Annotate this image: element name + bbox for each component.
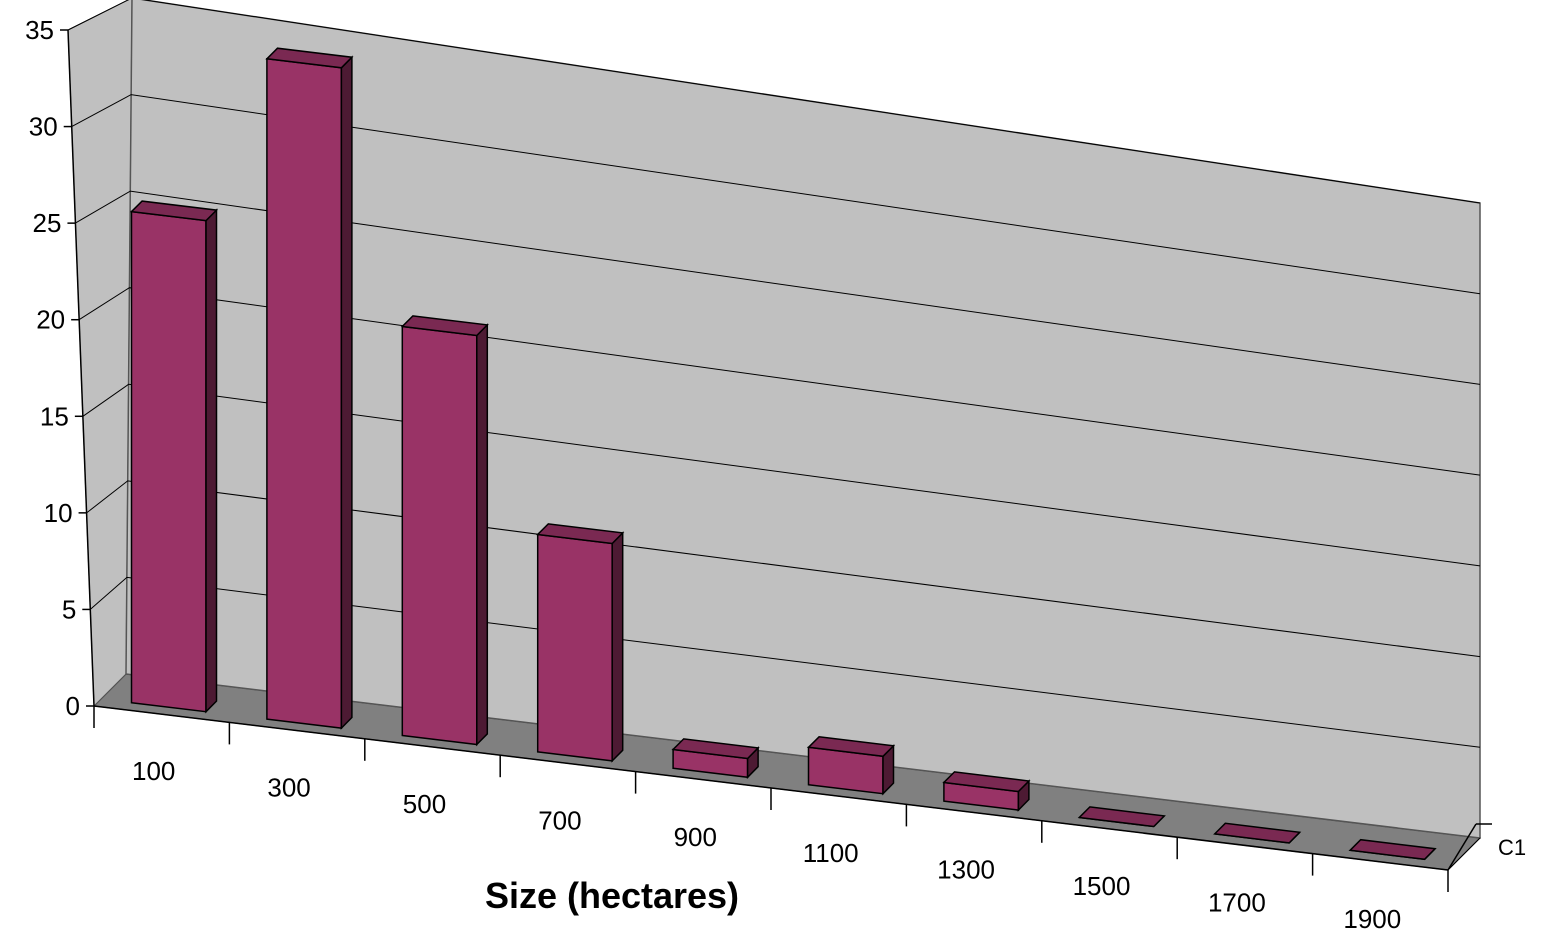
bar: [265, 47, 354, 730]
bar-side: [476, 323, 489, 747]
bar-top: [806, 736, 896, 758]
bar: [1348, 838, 1437, 861]
bar: [671, 738, 760, 780]
x-axis-label: Size (hectares): [485, 875, 739, 916]
x-tick-label: 1300: [937, 855, 995, 885]
x-tick-label: 700: [538, 805, 581, 835]
y-tick-label: 35: [25, 15, 54, 45]
x-tick-label: 900: [674, 822, 717, 852]
x-tick-label: 1700: [1208, 887, 1266, 917]
bar: [536, 523, 625, 763]
side-wall: [67, 0, 133, 708]
bar-top: [265, 47, 354, 69]
y-axis: [67, 29, 95, 707]
bar-top: [671, 738, 760, 760]
bar-front: [130, 210, 207, 713]
gridline: [75, 190, 1481, 385]
gridlines: [67, 0, 1481, 748]
bar: [1077, 806, 1166, 828]
y-tick-label: 20: [36, 305, 65, 335]
x-tick-label: 300: [267, 773, 310, 803]
axes: [60, 29, 1492, 892]
bar: [942, 771, 1031, 812]
y-tick-label: 15: [40, 401, 69, 431]
y-tick-label: 25: [33, 208, 62, 238]
gridline: [82, 383, 1481, 567]
gridline: [78, 287, 1481, 476]
bar-side: [205, 208, 218, 714]
bar-side: [611, 531, 624, 763]
bar: [400, 315, 489, 747]
bar-top: [1213, 822, 1302, 844]
x-tick-label: 100: [132, 756, 175, 786]
x-tick-label: 1900: [1343, 904, 1401, 932]
bar-front: [266, 57, 343, 729]
bars: [129, 47, 1437, 861]
x-tick-label: 1100: [803, 838, 859, 868]
y-tick-label: 0: [66, 691, 80, 721]
bar-top: [942, 771, 1031, 793]
gridline: [86, 480, 1481, 658]
bar-front: [401, 325, 478, 746]
gridline: [89, 576, 1481, 748]
bar-top: [129, 200, 219, 222]
y-tick-label: 10: [44, 498, 73, 528]
y-tick-labels: 0 5 10 15 20 25 30 35: [25, 15, 80, 721]
x-tick-labels: 100 300 500 700 900 1100 1300 1500 1700 1900: [132, 756, 1401, 932]
bar-side: [340, 55, 353, 730]
bar-top: [400, 315, 489, 337]
gridline: [67, 0, 1481, 204]
gridline: [71, 94, 1481, 295]
y-tick-label: 5: [62, 594, 76, 624]
bar-front: [536, 533, 613, 762]
bar-top: [1348, 838, 1437, 861]
series-label: C1: [1498, 835, 1526, 860]
bar-top: [536, 523, 625, 545]
x-tick-label: 500: [403, 789, 446, 819]
x-tick-label: 1500: [1073, 871, 1131, 901]
floor-right-edge: [1447, 837, 1481, 871]
y-tick-label: 30: [29, 112, 58, 142]
depth-axis: [1447, 823, 1477, 871]
bar: [129, 200, 219, 714]
bar: [1213, 822, 1302, 844]
bar-top: [1077, 806, 1166, 828]
bar: [806, 736, 896, 796]
